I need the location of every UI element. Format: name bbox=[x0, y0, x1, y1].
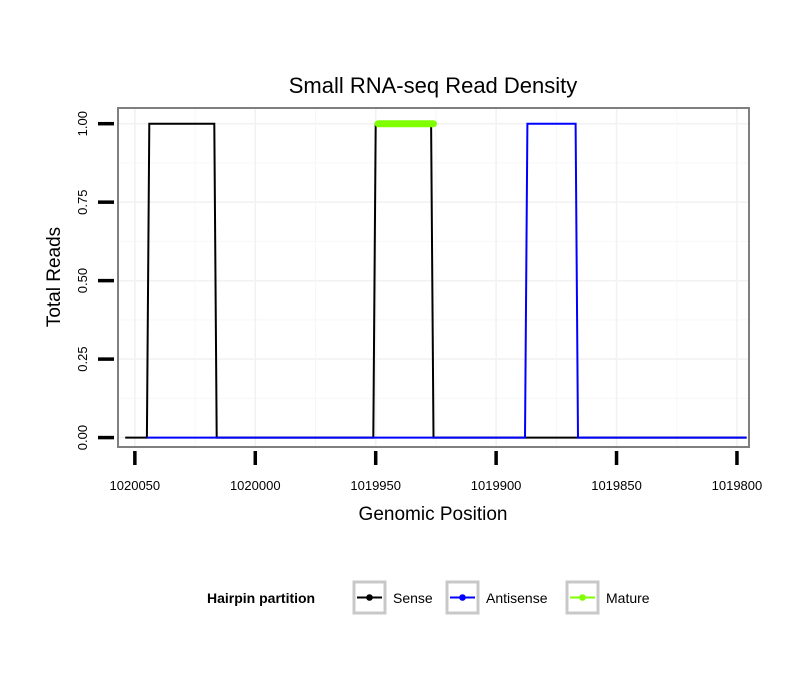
y-tick-label: 0.75 bbox=[75, 190, 90, 215]
legend-key-point-antisense bbox=[459, 594, 466, 601]
legend-label-antisense: Antisense bbox=[486, 590, 548, 606]
legend-label-mature: Mature bbox=[606, 590, 650, 606]
y-tick-label: 1.00 bbox=[75, 111, 90, 136]
plot-panel-border bbox=[117, 107, 750, 448]
x-axis-label: Genomic Position bbox=[359, 504, 508, 525]
series-line-antisense bbox=[146, 122, 747, 439]
plot-series bbox=[125, 120, 747, 439]
x-tick-label: 1019900 bbox=[471, 478, 522, 493]
legend-key-point-mature bbox=[579, 594, 586, 601]
x-tick-label: 1019850 bbox=[591, 478, 642, 493]
y-tick-label: 0.25 bbox=[75, 346, 90, 371]
x-tick-label: 1020050 bbox=[110, 478, 161, 493]
x-tick-label: 1020000 bbox=[230, 478, 281, 493]
legend-key-point-sense bbox=[366, 594, 373, 601]
x-tick-label: 1019800 bbox=[712, 478, 763, 493]
legend-title: Hairpin partition bbox=[207, 590, 315, 606]
y-tick-label: 0.50 bbox=[75, 268, 90, 293]
x-tick-label: 1019950 bbox=[350, 478, 401, 493]
legend-label-sense: Sense bbox=[393, 590, 433, 606]
legend: Hairpin partition Sense Antisense Mature bbox=[207, 580, 650, 615]
chart-title: Small RNA-seq Read Density bbox=[289, 73, 578, 98]
y-tick-label: 0.00 bbox=[75, 425, 90, 450]
axes: 1020050 1020000 1019950 1019900 1019850 10198… bbox=[75, 111, 762, 493]
grid bbox=[118, 108, 749, 447]
y-axis-label: Total Reads bbox=[44, 227, 65, 327]
